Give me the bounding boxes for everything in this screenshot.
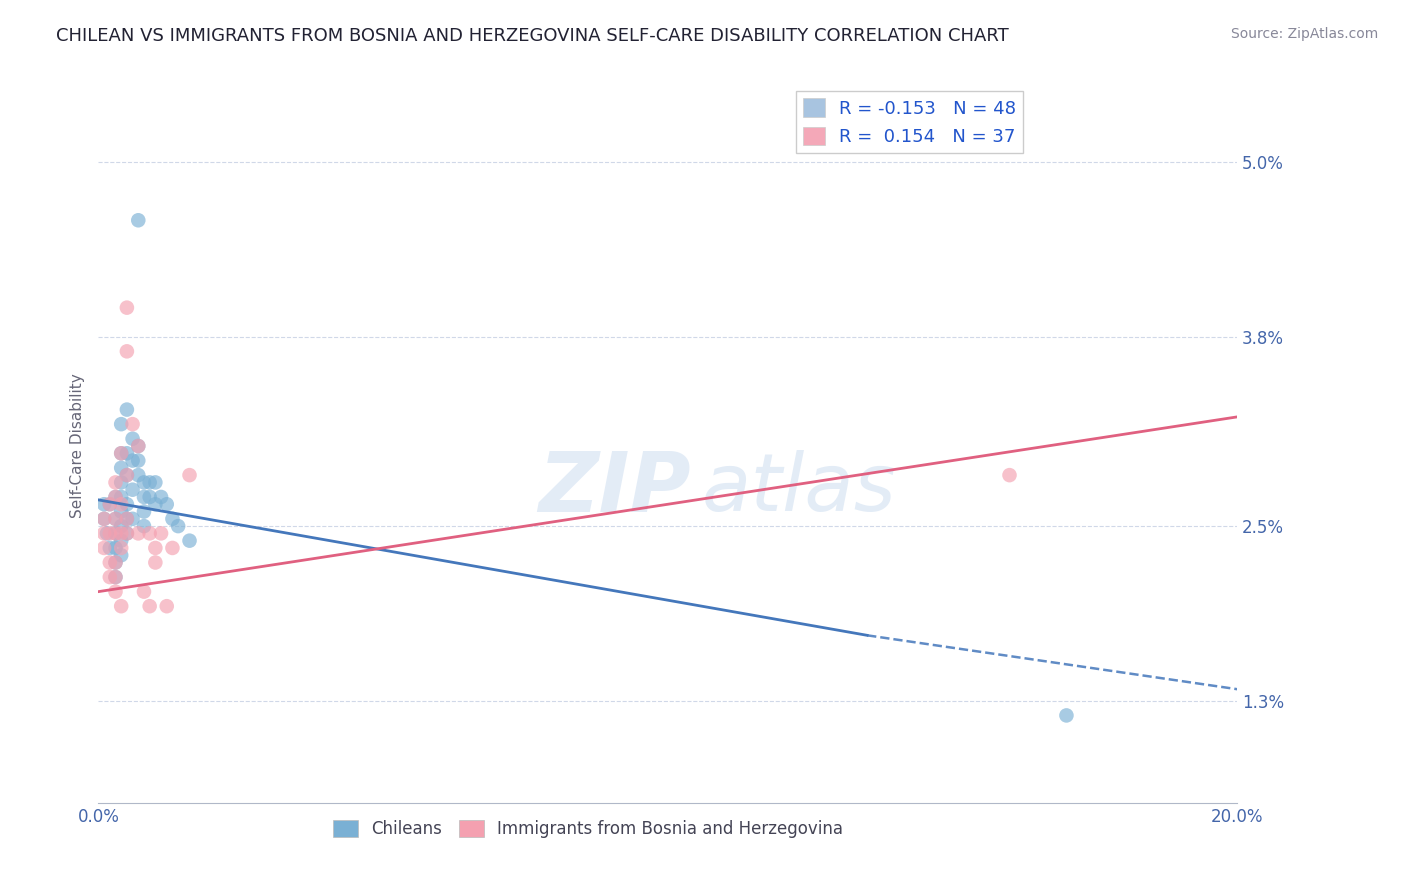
Point [138,526,160,541]
Point [179,468,201,483]
Point [132,490,155,504]
Point [98,556,121,570]
Point [121,453,143,467]
Point [93,497,115,511]
Point [179,533,201,548]
Point [110,475,132,490]
Point [150,490,173,504]
Legend: Chileans, Immigrants from Bosnia and Herzegovina: Chileans, Immigrants from Bosnia and Her… [326,813,849,845]
Point [104,512,127,526]
Text: CHILEAN VS IMMIGRANTS FROM BOSNIA AND HERZEGOVINA SELF-CARE DISABILITY CORRELATI: CHILEAN VS IMMIGRANTS FROM BOSNIA AND HE… [56,27,1010,45]
Point [115,468,138,483]
Point [162,512,184,526]
Point [104,570,127,584]
Point [104,475,127,490]
Point [121,432,143,446]
Point [167,519,190,533]
Point [115,497,138,511]
Point [110,504,132,518]
Point [127,439,149,453]
Text: ZIP: ZIP [538,449,690,529]
Point [115,526,138,541]
Point [115,446,138,460]
Point [115,301,138,315]
Point [110,417,132,432]
Point [127,213,149,227]
Point [93,512,115,526]
Point [104,584,127,599]
Point [121,417,143,432]
Point [98,570,121,584]
Point [145,541,167,555]
Point [121,512,143,526]
Point [162,541,184,555]
Point [96,526,118,541]
Point [98,541,121,555]
Point [110,490,132,504]
Point [104,570,127,584]
Point [110,519,132,533]
Point [127,453,149,467]
Point [110,533,132,548]
Point [132,475,155,490]
Point [98,526,121,541]
Point [104,490,127,504]
Point [127,468,149,483]
Y-axis label: Self-Care Disability: Self-Care Disability [69,374,84,518]
Point [115,344,138,359]
Point [132,504,155,518]
Point [145,497,167,511]
Point [104,490,127,504]
Point [104,541,127,555]
Point [156,497,179,511]
Point [110,446,132,460]
Text: Source: ZipAtlas.com: Source: ZipAtlas.com [1230,27,1378,41]
Point [93,541,115,555]
Point [138,490,160,504]
Point [104,526,127,541]
Point [115,402,138,417]
Point [110,526,132,541]
Point [110,497,132,511]
Point [110,541,132,555]
Point [110,446,132,460]
Point [132,519,155,533]
Point [150,526,173,541]
Point [132,584,155,599]
Point [110,599,132,614]
Point [98,497,121,511]
Point [115,468,138,483]
Point [138,475,160,490]
Point [145,475,167,490]
Point [104,556,127,570]
Point [998,468,1021,483]
Point [93,512,115,526]
Point [138,599,160,614]
Point [145,556,167,570]
Point [127,526,149,541]
Point [93,526,115,541]
Point [115,512,138,526]
Point [121,483,143,497]
Point [127,439,149,453]
Point [104,556,127,570]
Point [110,460,132,475]
Point [104,512,127,526]
Point [110,548,132,562]
Point [156,599,179,614]
Point [115,526,138,541]
Point [115,512,138,526]
Point [1056,708,1078,723]
Text: atlas: atlas [702,450,897,528]
Point [98,497,121,511]
Point [104,526,127,541]
